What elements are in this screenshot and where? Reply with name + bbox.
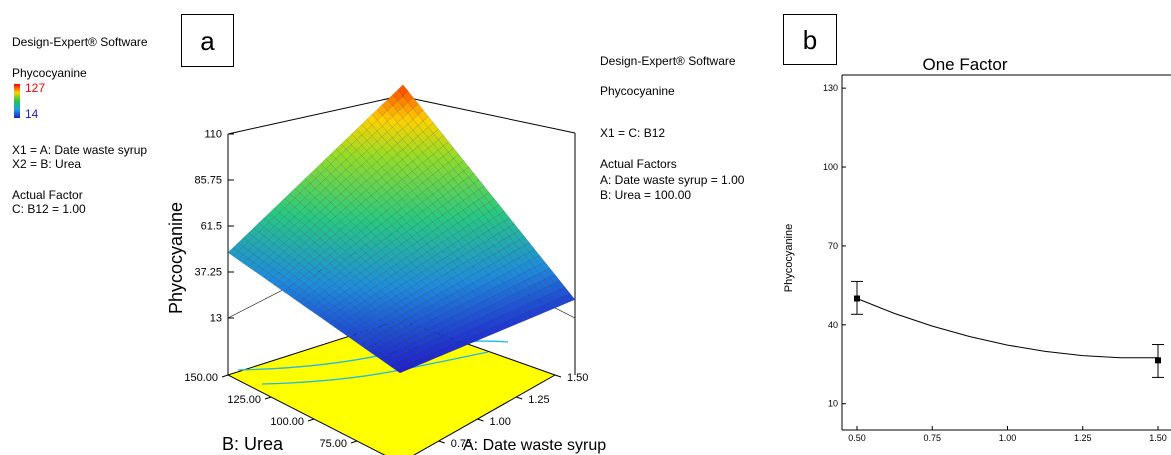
z-axis-title: Phycocyanine — [166, 202, 186, 314]
y-tick-label: 100 — [823, 162, 838, 172]
y-tick — [264, 396, 272, 400]
y-tick-label: 10 — [828, 399, 838, 409]
plot-b-title: One Factor — [922, 55, 1007, 74]
y-tick-label: 70 — [828, 241, 838, 251]
surface-mesh — [227, 84, 576, 374]
panel-a-actual-factor-heading: Actual Factor — [12, 188, 83, 202]
y-tick — [350, 440, 358, 444]
y-tick-label: 150.00 — [184, 372, 218, 384]
y-tick-label: 125.00 — [227, 394, 261, 406]
z-tick-label: 61.5 — [201, 221, 222, 233]
x-tick — [554, 374, 562, 378]
panel-a-x1: X1 = A: Date waste syrup — [12, 143, 148, 157]
panel-b-actual-factors-heading: Actual Factors — [600, 157, 677, 171]
panel-b-x1: X1 = C: B12 — [600, 126, 666, 140]
x-tick-label: 1.25 — [1074, 433, 1092, 443]
plot-b-y-ticks: 10 40 70 100 130 — [823, 83, 846, 409]
panel-a-response-label: Phycocyanine — [12, 66, 87, 80]
panel-a-label-box: a — [181, 14, 234, 67]
x-axis-title: A: Date waste syrup — [463, 437, 606, 454]
y-axis-title: B: Urea — [222, 434, 284, 454]
y-tick — [221, 374, 229, 378]
design-points — [851, 280, 1164, 378]
box-edge-top-right — [399, 95, 576, 134]
panel-b-label: b — [802, 24, 818, 55]
design-point-marker — [854, 295, 860, 302]
legend-min-value: 14 — [25, 107, 39, 121]
legend-max-value: 127 — [25, 81, 46, 95]
panel-b-factor-a: A: Date waste syrup = 1.00 — [600, 173, 745, 187]
y-tick-label: 40 — [828, 320, 838, 330]
panel-b-software: Design-Expert® Software — [600, 54, 736, 68]
x-axis: 0.500.751.001.251.50 — [438, 372, 588, 450]
y-tick-label: 75.00 — [319, 438, 347, 450]
z-axis: 13 37.25 61.5 85.75 110 — [194, 129, 234, 325]
panel-a-actual-factor: C: B12 = 1.00 — [12, 202, 86, 216]
panel-b-label-box: b — [783, 14, 837, 65]
x-tick — [477, 418, 484, 422]
x-tick-label: 1.00 — [490, 416, 511, 428]
z-tick-label: 13 — [210, 313, 222, 325]
z-tick-label: 37.25 — [194, 267, 222, 279]
y-tick — [307, 418, 315, 422]
y-tick-label: 100.00 — [270, 416, 304, 428]
x-tick — [516, 396, 523, 400]
panel-a-x2: X2 = B: Urea — [12, 157, 82, 171]
panel-b-response-label: Phycocyanine — [600, 84, 675, 98]
x-tick — [438, 440, 445, 444]
box-edge-top-left — [227, 95, 401, 135]
x-tick-label: 0.75 — [923, 433, 941, 443]
panel-a-software: Design-Expert® Software — [12, 35, 148, 49]
z-tick-label: 110 — [204, 129, 222, 141]
x-tick-label: 0.50 — [848, 433, 866, 443]
colorbar-legend — [14, 84, 20, 118]
surface-cell — [397, 84, 409, 97]
x-tick-label: 1.50 — [1149, 433, 1167, 443]
y-tick-label: 130 — [823, 83, 838, 93]
x-tick-label: 1.25 — [528, 394, 549, 406]
x-tick-label: 1.50 — [567, 372, 588, 384]
panel-b-factor-b: B: Urea = 100.00 — [600, 188, 692, 202]
plot-b-x-ticks: 0.50 0.75 1.00 1.25 1.50 — [848, 426, 1167, 443]
design-point-marker — [1155, 357, 1161, 364]
panel-a-label: a — [200, 25, 215, 56]
fitted-curve — [856, 298, 1158, 359]
plot-b-y-label: Phycocyanine — [783, 224, 795, 293]
x-tick-label: 1.00 — [999, 433, 1017, 443]
x-tick-label: 0.75 — [451, 438, 472, 450]
z-tick-label: 85.75 — [194, 175, 222, 187]
